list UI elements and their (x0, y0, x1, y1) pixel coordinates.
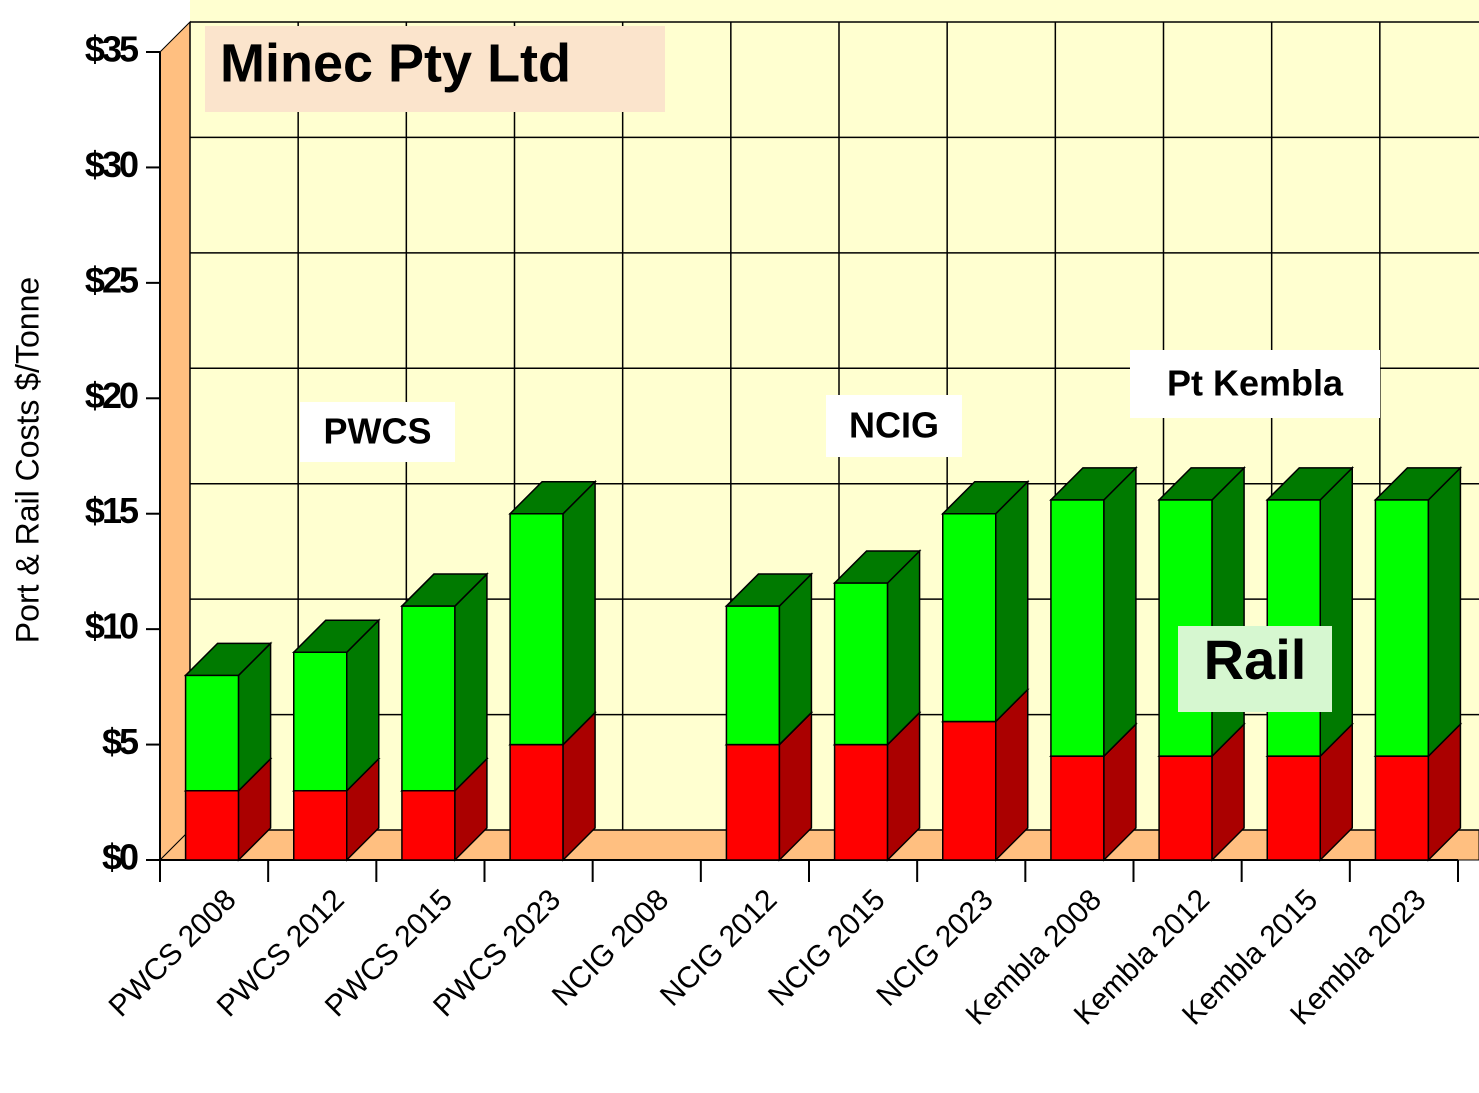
bar-front (833, 743, 889, 861)
bar-front (401, 789, 456, 861)
bar-front (1266, 755, 1321, 861)
y-tick-label: $20 (85, 375, 138, 416)
y-tick-label: $0 (102, 837, 138, 878)
bar-front (1374, 499, 1430, 757)
y-tick-label: $15 (85, 490, 139, 531)
bar-top (1265, 467, 1355, 501)
bar-side (1103, 466, 1137, 758)
annotation: Pt Kembla (1167, 363, 1344, 404)
annotation: PWCS (324, 411, 432, 452)
bar-front (833, 582, 889, 746)
bar-front (1374, 755, 1430, 861)
legend-box (1178, 626, 1332, 712)
bar-side (1319, 466, 1353, 758)
title-box (205, 26, 665, 112)
bar-side (562, 479, 596, 747)
bar-front (1158, 755, 1213, 861)
bar-front (293, 651, 348, 792)
bar-side (995, 479, 1029, 724)
bar-top (291, 619, 381, 653)
bar-front (1050, 499, 1105, 757)
y-tick-label: $25 (85, 259, 139, 300)
y-tick-label: $10 (85, 606, 138, 647)
bar-top (1157, 467, 1246, 501)
annotation-box (300, 402, 455, 462)
bar-front (184, 789, 240, 861)
y-axis-label: Port & Rail Costs $/Tonne (9, 277, 45, 643)
bar-front (942, 720, 997, 861)
bar-top (508, 480, 597, 515)
bar-front (509, 512, 564, 746)
chart-title: Minec Pty Ltd (220, 33, 571, 93)
bar-top (832, 550, 922, 584)
bar-front (401, 605, 456, 792)
bar-top (940, 480, 1030, 515)
annotation-box (826, 395, 962, 457)
bar-front (293, 789, 348, 861)
bar-front (942, 512, 997, 723)
x-tick-label: NCIG 2008 (546, 883, 675, 1012)
bar-top (400, 573, 489, 607)
bar-top (183, 642, 273, 677)
bar-front (725, 605, 781, 746)
bar-front (1050, 755, 1105, 861)
bar-side (1211, 466, 1245, 758)
bar-front (184, 674, 240, 792)
legend-label: Rail (1204, 628, 1307, 691)
annotation-box (1130, 350, 1380, 418)
bar-side (1427, 466, 1462, 758)
x-tick-label: NCIG 2015 (762, 883, 891, 1012)
y-tick-label: $5 (102, 721, 139, 762)
bar-top (1049, 467, 1138, 501)
annotation: NCIG (849, 405, 939, 446)
x-tick-label: NCIG 2012 (654, 883, 783, 1012)
bar-top (724, 573, 814, 607)
y-tick-label: $30 (85, 144, 138, 185)
y-tick-label: $35 (85, 29, 139, 70)
bar-top (1373, 467, 1463, 501)
bar-side (886, 549, 921, 747)
bar-front (725, 743, 781, 861)
bar-front (509, 743, 564, 861)
bar-side (454, 572, 488, 793)
